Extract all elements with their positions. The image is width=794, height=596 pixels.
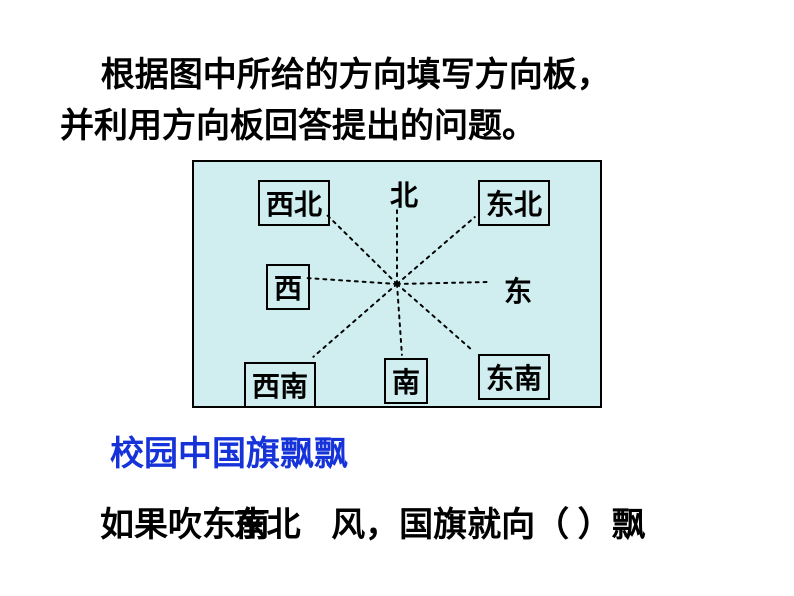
instruction-line2: 并利用方向板回答提出的问题。 [60,101,734,152]
caption-text: 校园中国旗飘飘 [110,426,734,475]
direction-s: 南 [384,358,428,404]
direction-n: 北 [390,174,418,214]
direction-se: 东南 [478,354,550,400]
compass-diagram: 北 东北东东南 南 西南 西 西北 [192,160,602,408]
instruction-line1: 根据图中所给的方向填写方向板， [60,50,734,101]
direction-w: 西 [266,264,310,310]
direction-e: 东 [504,270,532,310]
overlapping-text: 东南东北 [202,497,270,546]
question-suffix: 风，国旗就向（ ）飘 [331,507,646,544]
instruction-text: 根据图中所给的方向填写方向板， 并利用方向板回答提出的问题。 [60,50,734,152]
question-prefix: 如果吹 [100,507,202,544]
question-text: 如果吹东南东北 风，国旗就向（ ）飘 [100,497,734,546]
direction-ne: 东北 [478,180,550,226]
overlap-text-b: 东北 [233,497,301,546]
direction-sw: 西南 [244,362,316,408]
direction-nw: 西北 [258,180,330,226]
